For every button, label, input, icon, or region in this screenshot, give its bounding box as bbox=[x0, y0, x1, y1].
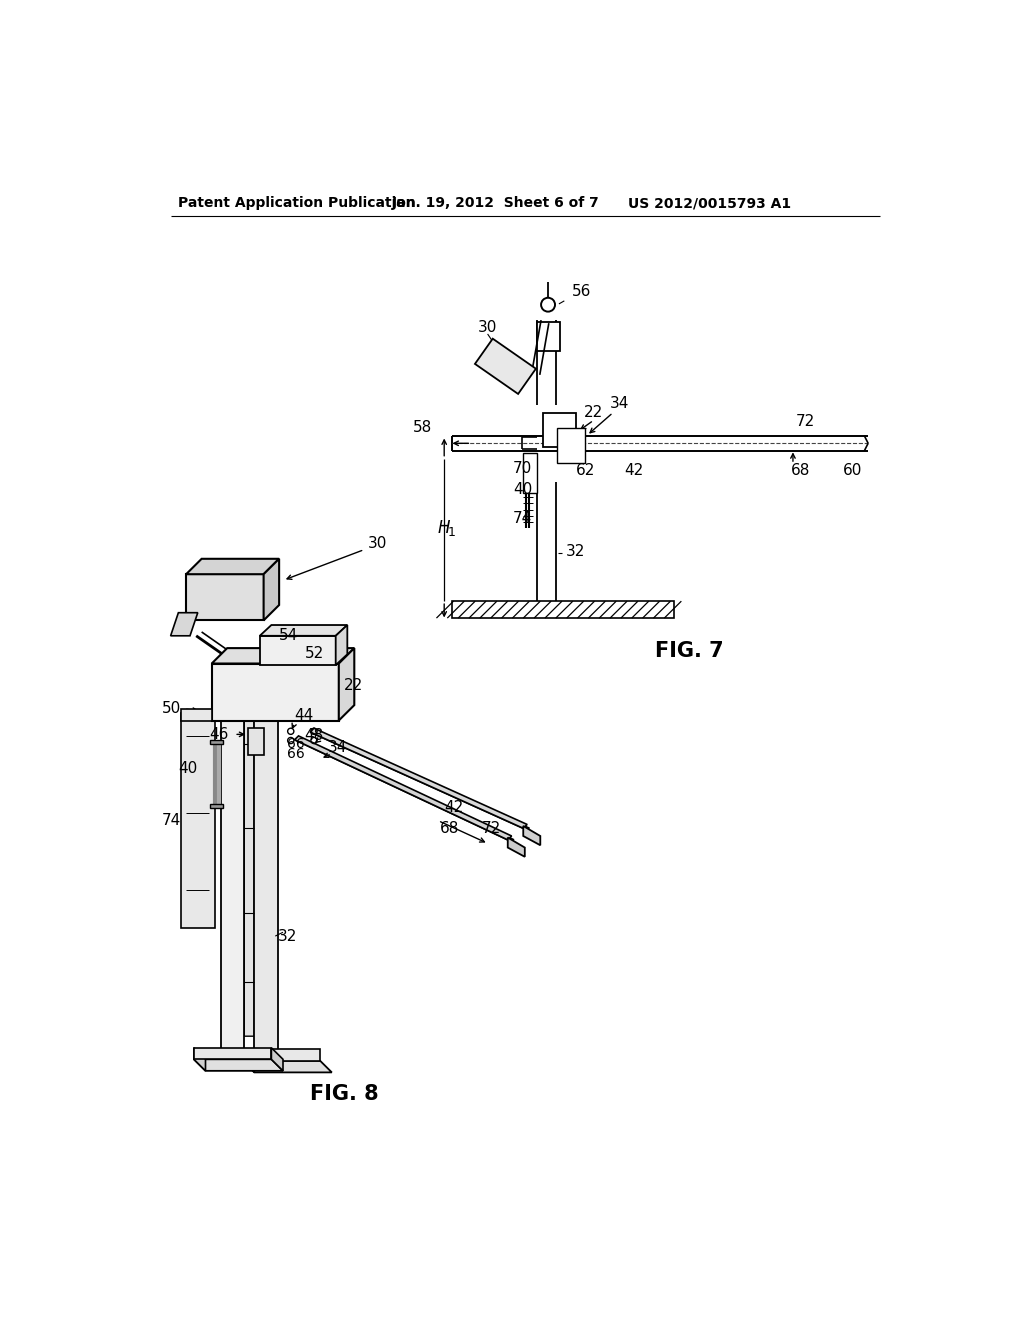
Text: 34: 34 bbox=[610, 396, 630, 411]
Text: 1: 1 bbox=[449, 527, 456, 539]
Text: 66: 66 bbox=[287, 747, 304, 760]
Polygon shape bbox=[310, 729, 527, 829]
Polygon shape bbox=[254, 671, 278, 1059]
Polygon shape bbox=[263, 558, 280, 620]
Text: 22: 22 bbox=[343, 678, 362, 693]
Text: US 2012/0015793 A1: US 2012/0015793 A1 bbox=[628, 197, 791, 210]
Polygon shape bbox=[295, 739, 514, 840]
Text: 30: 30 bbox=[478, 321, 498, 335]
Polygon shape bbox=[248, 729, 263, 755]
Text: 42: 42 bbox=[444, 800, 464, 814]
Polygon shape bbox=[194, 1059, 283, 1071]
Polygon shape bbox=[336, 626, 347, 665]
Text: 52: 52 bbox=[305, 645, 324, 661]
Text: FIG. 7: FIG. 7 bbox=[655, 642, 724, 661]
Polygon shape bbox=[212, 664, 339, 721]
Polygon shape bbox=[194, 1048, 271, 1059]
Text: 48: 48 bbox=[305, 729, 324, 743]
Text: 66: 66 bbox=[287, 737, 304, 751]
Polygon shape bbox=[186, 558, 280, 574]
Polygon shape bbox=[523, 826, 541, 845]
Text: FIG. 8: FIG. 8 bbox=[310, 1084, 379, 1104]
Text: 56: 56 bbox=[572, 284, 592, 300]
Polygon shape bbox=[171, 612, 198, 636]
Polygon shape bbox=[243, 1061, 332, 1072]
Polygon shape bbox=[180, 709, 212, 721]
Text: 40: 40 bbox=[178, 760, 198, 776]
Text: 68: 68 bbox=[791, 463, 810, 478]
Text: 40: 40 bbox=[513, 482, 532, 498]
Polygon shape bbox=[221, 657, 254, 667]
Text: 34: 34 bbox=[328, 741, 347, 755]
Polygon shape bbox=[523, 453, 538, 494]
Polygon shape bbox=[260, 626, 347, 636]
Polygon shape bbox=[243, 1049, 321, 1061]
Text: H: H bbox=[438, 519, 451, 537]
Polygon shape bbox=[254, 661, 287, 671]
Polygon shape bbox=[557, 428, 586, 462]
Text: 74: 74 bbox=[162, 813, 180, 828]
Polygon shape bbox=[180, 713, 215, 928]
Polygon shape bbox=[212, 648, 354, 664]
Polygon shape bbox=[221, 667, 245, 1059]
Text: 58: 58 bbox=[413, 420, 432, 436]
Text: 74: 74 bbox=[513, 511, 532, 527]
Bar bbox=[452, 601, 675, 618]
Text: 32: 32 bbox=[278, 928, 297, 944]
Text: 32: 32 bbox=[566, 544, 586, 558]
Text: 42: 42 bbox=[624, 463, 643, 478]
Polygon shape bbox=[194, 1048, 206, 1071]
Text: Patent Application Publication: Patent Application Publication bbox=[178, 197, 416, 210]
Text: 62: 62 bbox=[575, 463, 595, 478]
Polygon shape bbox=[295, 737, 512, 840]
Text: 46: 46 bbox=[209, 727, 228, 742]
Polygon shape bbox=[310, 733, 529, 829]
Polygon shape bbox=[543, 412, 575, 447]
Text: 22: 22 bbox=[584, 405, 603, 420]
Polygon shape bbox=[339, 648, 354, 721]
Text: 44: 44 bbox=[295, 709, 314, 723]
Polygon shape bbox=[243, 1049, 254, 1072]
Text: 70: 70 bbox=[513, 461, 532, 477]
Polygon shape bbox=[245, 678, 254, 1036]
Polygon shape bbox=[210, 804, 223, 808]
Text: 72: 72 bbox=[796, 414, 815, 429]
Text: Jan. 19, 2012  Sheet 6 of 7: Jan. 19, 2012 Sheet 6 of 7 bbox=[391, 197, 599, 210]
Text: 50: 50 bbox=[162, 701, 180, 717]
Text: 54: 54 bbox=[280, 628, 298, 643]
Polygon shape bbox=[186, 574, 263, 620]
Text: 60: 60 bbox=[843, 463, 862, 478]
Text: 68: 68 bbox=[440, 821, 460, 836]
Polygon shape bbox=[508, 837, 524, 857]
Polygon shape bbox=[271, 1048, 283, 1071]
Text: 30: 30 bbox=[369, 536, 388, 550]
Polygon shape bbox=[260, 636, 336, 665]
Polygon shape bbox=[475, 339, 536, 393]
Polygon shape bbox=[538, 322, 560, 351]
Text: 72: 72 bbox=[481, 821, 501, 836]
Polygon shape bbox=[210, 739, 223, 743]
